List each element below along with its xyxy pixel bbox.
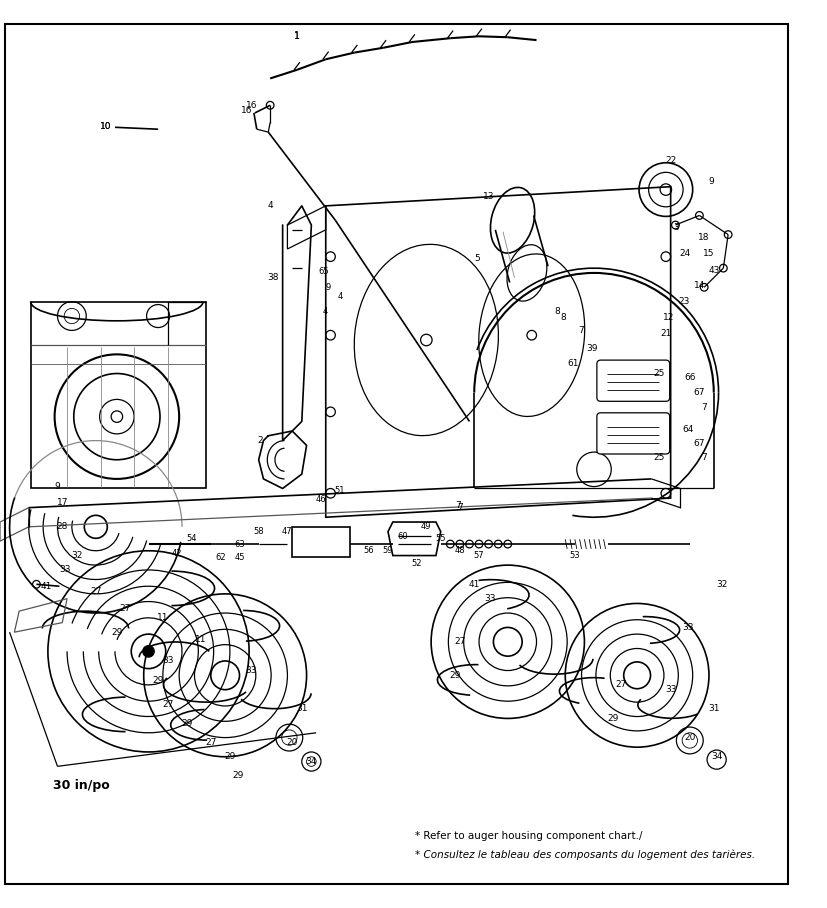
Text: 27: 27	[162, 699, 174, 708]
Text: 59: 59	[383, 547, 394, 556]
Text: 43: 43	[708, 265, 719, 274]
Text: 27: 27	[205, 738, 217, 747]
Text: 61: 61	[567, 360, 579, 369]
Text: 10: 10	[99, 122, 111, 131]
Text: 57: 57	[474, 551, 485, 560]
Text: 8: 8	[555, 307, 561, 316]
Text: 27: 27	[454, 637, 466, 646]
Text: 41: 41	[469, 580, 480, 588]
FancyBboxPatch shape	[597, 360, 670, 401]
Text: 7: 7	[579, 326, 585, 335]
Text: 9: 9	[708, 177, 714, 186]
Text: 25: 25	[653, 369, 665, 378]
Text: 33: 33	[60, 566, 71, 575]
Text: 31: 31	[708, 705, 719, 714]
Text: 66: 66	[684, 373, 696, 382]
Text: 46: 46	[316, 496, 327, 505]
Text: 30 in/po: 30 in/po	[53, 779, 109, 792]
Text: 16: 16	[241, 105, 253, 114]
Text: 29: 29	[111, 627, 122, 637]
Text: 9: 9	[55, 482, 60, 491]
Text: 34: 34	[711, 752, 722, 761]
Text: 56: 56	[364, 547, 374, 556]
Text: 16: 16	[246, 101, 258, 110]
Text: 4: 4	[323, 307, 328, 316]
Text: 29: 29	[232, 772, 243, 780]
Text: 17: 17	[56, 498, 68, 508]
Text: 13: 13	[483, 192, 495, 201]
Text: 32: 32	[717, 580, 728, 588]
Text: 8: 8	[561, 313, 566, 322]
Text: 52: 52	[412, 558, 422, 568]
Text: * Refer to auger housing component chart./: * Refer to auger housing component chart…	[415, 831, 643, 842]
Text: 64: 64	[682, 425, 694, 434]
Text: 20: 20	[684, 733, 696, 742]
Text: 39: 39	[586, 344, 598, 353]
Text: 33: 33	[682, 623, 694, 632]
Text: 12: 12	[663, 313, 675, 322]
Text: 23: 23	[678, 297, 690, 306]
Text: 32: 32	[71, 551, 83, 560]
Text: 4: 4	[267, 202, 273, 211]
Text: 29: 29	[224, 752, 236, 761]
Text: 14: 14	[694, 281, 705, 290]
Text: 27: 27	[615, 680, 627, 689]
Text: 27: 27	[90, 587, 102, 597]
Text: 11: 11	[195, 636, 207, 645]
Text: 5: 5	[474, 254, 480, 263]
FancyBboxPatch shape	[597, 413, 670, 454]
Text: 1: 1	[294, 32, 300, 41]
Text: 33: 33	[162, 656, 174, 666]
Text: 54: 54	[186, 534, 197, 543]
Circle shape	[143, 646, 155, 657]
Text: 45: 45	[234, 553, 245, 562]
Text: 7: 7	[455, 501, 461, 510]
Text: 24: 24	[680, 250, 691, 258]
Text: 20: 20	[286, 738, 298, 747]
Text: 33: 33	[246, 666, 256, 675]
Text: 29: 29	[181, 719, 193, 727]
Text: 49: 49	[421, 522, 432, 531]
Text: 31: 31	[296, 705, 308, 714]
Text: 62: 62	[215, 553, 226, 562]
Text: 67: 67	[694, 389, 705, 397]
Text: 48: 48	[455, 547, 465, 556]
Text: 51: 51	[335, 486, 346, 495]
Text: 9: 9	[325, 282, 330, 291]
Text: 63: 63	[234, 539, 245, 548]
Text: 60: 60	[397, 532, 408, 541]
Text: 4: 4	[337, 292, 342, 301]
Text: 7: 7	[457, 503, 463, 512]
Text: 34: 34	[306, 757, 317, 766]
Text: 2: 2	[258, 436, 264, 445]
Text: 47: 47	[282, 528, 293, 536]
Text: 21: 21	[660, 329, 672, 338]
Text: 1: 1	[294, 31, 300, 41]
Text: 29: 29	[449, 671, 461, 680]
Text: 67: 67	[694, 439, 705, 448]
Text: 41: 41	[41, 582, 51, 591]
Text: 33: 33	[665, 686, 676, 695]
Text: 58: 58	[253, 528, 264, 536]
Text: 22: 22	[665, 156, 676, 165]
Text: 18: 18	[699, 233, 710, 242]
Text: * Consultez le tableau des composants du logement des tarières.: * Consultez le tableau des composants du…	[415, 849, 755, 860]
Text: 7: 7	[701, 453, 707, 462]
Text: 29: 29	[608, 714, 619, 723]
Text: 11: 11	[157, 613, 169, 622]
Text: 15: 15	[703, 250, 715, 258]
Text: 28: 28	[56, 522, 68, 531]
Text: 42: 42	[172, 549, 183, 558]
Text: 38: 38	[267, 273, 279, 282]
Text: 33: 33	[485, 594, 496, 603]
Text: 29: 29	[152, 676, 164, 685]
Text: 3: 3	[673, 223, 679, 232]
Text: 27: 27	[119, 604, 130, 613]
Text: 55: 55	[436, 534, 446, 543]
Text: 65: 65	[318, 267, 329, 275]
Text: 10: 10	[99, 122, 111, 131]
Text: 7: 7	[701, 402, 707, 411]
Text: 25: 25	[653, 453, 665, 462]
Text: 53: 53	[570, 551, 581, 560]
